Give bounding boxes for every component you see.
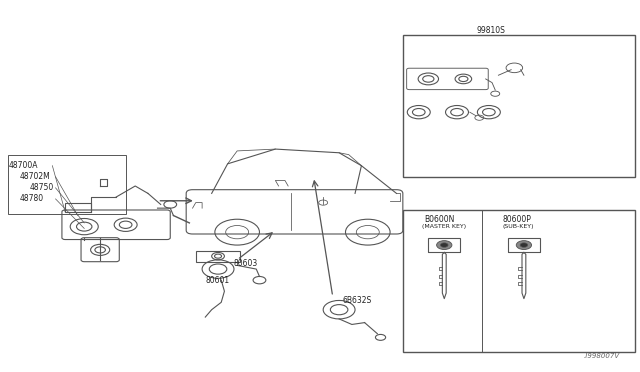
Text: 6B632S: 6B632S (342, 296, 372, 305)
Text: (MASTER KEY): (MASTER KEY) (422, 224, 466, 229)
Text: .I998007V: .I998007V (584, 353, 620, 359)
Text: 80600P: 80600P (503, 215, 532, 224)
Bar (403, 210, 636, 352)
Text: 48702M: 48702M (19, 172, 50, 181)
Bar (428, 238, 460, 253)
Text: 48750: 48750 (30, 183, 54, 192)
Text: (SUB-KEY): (SUB-KEY) (503, 224, 534, 229)
Bar (403, 35, 636, 177)
Text: B0600N: B0600N (424, 215, 454, 224)
Circle shape (440, 243, 448, 247)
Text: 48700A: 48700A (9, 161, 38, 170)
Bar (196, 251, 241, 262)
Circle shape (520, 243, 528, 247)
Text: 48780: 48780 (19, 195, 44, 203)
Text: 99810S: 99810S (476, 26, 505, 35)
Text: 80601: 80601 (205, 276, 229, 285)
Bar (8, 155, 125, 214)
Text: 80603: 80603 (234, 259, 258, 268)
Circle shape (436, 241, 452, 250)
Circle shape (516, 241, 532, 250)
Bar (508, 238, 540, 253)
Bar (65, 203, 91, 212)
